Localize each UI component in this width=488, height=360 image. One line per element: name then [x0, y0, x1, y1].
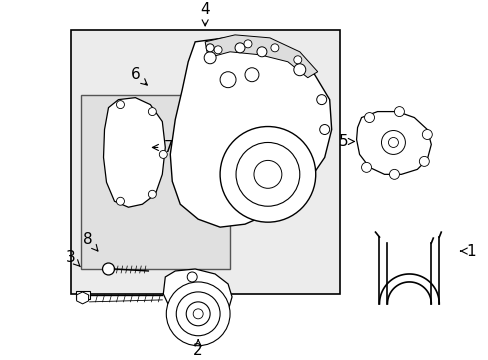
Bar — [70, 30, 339, 294]
Circle shape — [253, 161, 281, 188]
Circle shape — [102, 263, 114, 275]
Text: 8: 8 — [82, 231, 98, 251]
Circle shape — [159, 150, 167, 158]
Text: 1: 1 — [460, 244, 475, 258]
Polygon shape — [170, 38, 331, 227]
Circle shape — [364, 113, 374, 122]
Circle shape — [187, 272, 197, 282]
Polygon shape — [163, 269, 232, 325]
Circle shape — [381, 131, 405, 154]
Circle shape — [316, 95, 326, 105]
Text: 4: 4 — [200, 3, 209, 26]
Circle shape — [319, 125, 329, 135]
Text: 3: 3 — [66, 249, 80, 267]
Circle shape — [220, 72, 236, 88]
Circle shape — [236, 143, 299, 206]
Circle shape — [256, 47, 266, 57]
Circle shape — [388, 169, 399, 179]
Circle shape — [193, 309, 203, 319]
Circle shape — [244, 68, 259, 82]
Circle shape — [293, 64, 305, 76]
Circle shape — [419, 156, 428, 166]
Circle shape — [270, 44, 278, 52]
Circle shape — [206, 44, 214, 52]
Text: 5: 5 — [338, 134, 354, 149]
Circle shape — [387, 138, 398, 148]
Circle shape — [148, 190, 156, 198]
Text: 6: 6 — [130, 67, 147, 85]
Circle shape — [203, 52, 216, 64]
Circle shape — [116, 101, 124, 109]
Circle shape — [394, 107, 404, 117]
Bar — [76, 291, 89, 299]
Circle shape — [214, 46, 222, 54]
Circle shape — [186, 302, 210, 326]
Circle shape — [422, 130, 431, 139]
Circle shape — [293, 56, 301, 64]
Polygon shape — [77, 292, 88, 304]
Circle shape — [116, 197, 124, 205]
Bar — [81, 95, 229, 269]
Text: 7: 7 — [152, 140, 173, 155]
Circle shape — [148, 108, 156, 116]
Circle shape — [176, 292, 220, 336]
Text: 2: 2 — [193, 340, 203, 358]
Polygon shape — [356, 112, 430, 174]
Circle shape — [220, 126, 315, 222]
Circle shape — [166, 282, 229, 346]
Circle shape — [244, 40, 251, 48]
Circle shape — [235, 43, 244, 53]
Polygon shape — [103, 98, 165, 207]
Polygon shape — [205, 35, 317, 78]
Circle shape — [361, 162, 371, 172]
